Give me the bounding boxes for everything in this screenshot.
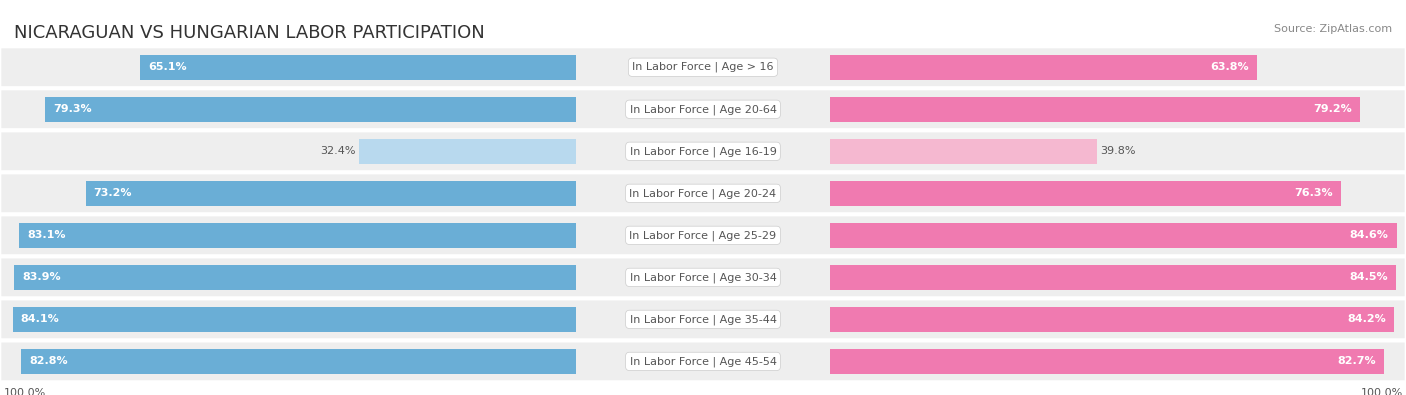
Bar bbox=[14, 265, 576, 290]
Bar bbox=[86, 181, 576, 206]
Text: 83.9%: 83.9% bbox=[22, 272, 60, 282]
Text: 100.0%: 100.0% bbox=[3, 388, 45, 395]
Bar bbox=[830, 223, 1396, 248]
Bar bbox=[830, 265, 1396, 290]
Text: 79.2%: 79.2% bbox=[1313, 104, 1353, 114]
FancyBboxPatch shape bbox=[1, 132, 1405, 170]
Text: In Labor Force | Age 35-44: In Labor Force | Age 35-44 bbox=[630, 314, 776, 325]
Text: In Labor Force | Age 30-34: In Labor Force | Age 30-34 bbox=[630, 272, 776, 282]
FancyBboxPatch shape bbox=[1, 342, 1405, 380]
FancyBboxPatch shape bbox=[1, 301, 1405, 338]
Text: 82.8%: 82.8% bbox=[30, 356, 67, 367]
Text: 65.1%: 65.1% bbox=[148, 62, 187, 72]
FancyBboxPatch shape bbox=[1, 216, 1405, 254]
Text: 84.2%: 84.2% bbox=[1347, 314, 1386, 324]
Text: In Labor Force | Age 16-19: In Labor Force | Age 16-19 bbox=[630, 146, 776, 156]
Bar bbox=[830, 307, 1393, 332]
Bar bbox=[830, 55, 1257, 80]
Text: NICARAGUAN VS HUNGARIAN LABOR PARTICIPATION: NICARAGUAN VS HUNGARIAN LABOR PARTICIPAT… bbox=[14, 24, 485, 42]
FancyBboxPatch shape bbox=[1, 174, 1405, 212]
FancyBboxPatch shape bbox=[1, 90, 1405, 128]
Bar bbox=[830, 139, 1097, 164]
Text: 79.3%: 79.3% bbox=[53, 104, 91, 114]
Text: In Labor Force | Age > 16: In Labor Force | Age > 16 bbox=[633, 62, 773, 73]
Bar bbox=[141, 55, 576, 80]
Bar bbox=[45, 97, 576, 122]
Text: 39.8%: 39.8% bbox=[1099, 146, 1136, 156]
Text: 76.3%: 76.3% bbox=[1295, 188, 1333, 198]
Text: 32.4%: 32.4% bbox=[321, 146, 356, 156]
Bar bbox=[20, 223, 576, 248]
Text: Source: ZipAtlas.com: Source: ZipAtlas.com bbox=[1274, 24, 1392, 34]
Text: 82.7%: 82.7% bbox=[1337, 356, 1376, 367]
Text: 63.8%: 63.8% bbox=[1211, 62, 1250, 72]
Text: In Labor Force | Age 45-54: In Labor Force | Age 45-54 bbox=[630, 356, 776, 367]
Bar bbox=[13, 307, 576, 332]
Text: 84.6%: 84.6% bbox=[1350, 230, 1389, 240]
Bar bbox=[21, 349, 576, 374]
Bar bbox=[830, 181, 1341, 206]
FancyBboxPatch shape bbox=[1, 48, 1405, 86]
Text: 83.1%: 83.1% bbox=[28, 230, 66, 240]
Bar bbox=[830, 349, 1384, 374]
Text: In Labor Force | Age 25-29: In Labor Force | Age 25-29 bbox=[630, 230, 776, 241]
Text: 84.1%: 84.1% bbox=[21, 314, 59, 324]
Text: In Labor Force | Age 20-24: In Labor Force | Age 20-24 bbox=[630, 188, 776, 199]
Bar bbox=[830, 97, 1361, 122]
Text: 100.0%: 100.0% bbox=[1361, 388, 1403, 395]
Text: 73.2%: 73.2% bbox=[94, 188, 132, 198]
Bar bbox=[359, 139, 576, 164]
FancyBboxPatch shape bbox=[1, 258, 1405, 296]
Text: 84.5%: 84.5% bbox=[1350, 272, 1388, 282]
Text: In Labor Force | Age 20-64: In Labor Force | Age 20-64 bbox=[630, 104, 776, 115]
